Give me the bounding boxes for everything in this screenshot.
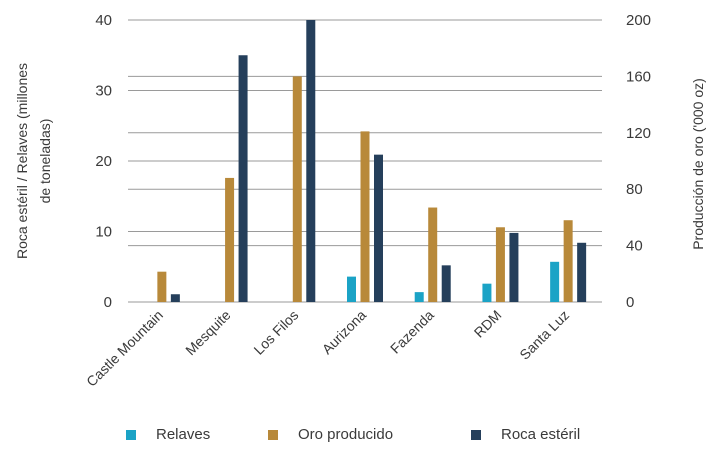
bar-roca-est-ril xyxy=(374,154,383,302)
y-left-tick-label: 10 xyxy=(95,224,112,241)
x-category-label: RDM xyxy=(471,307,505,341)
y-right-tick-label: 0 xyxy=(626,294,634,311)
bar-chart: 0 10 20 30 40 0 40 80 120 160 200 Castle Mountain Me… xyxy=(14,12,706,390)
bar-roca-est-ril xyxy=(170,294,180,302)
bar-roca-est-ril xyxy=(577,242,587,302)
legend-item-oro-producido: Oro producido xyxy=(268,426,393,443)
x-category-label: Aurizona xyxy=(319,307,370,358)
bar-roca-est-ril xyxy=(306,20,316,302)
x-category-label: Mesquite xyxy=(182,307,234,359)
bar-oro-producido xyxy=(360,131,370,302)
legend-swatch-roca-esteril xyxy=(471,429,481,440)
y-left-tick-label: 30 xyxy=(95,83,112,100)
bar-relaves xyxy=(550,261,560,302)
y-right-tick-label: 200 xyxy=(626,12,651,29)
y-right-tick-label: 80 xyxy=(626,181,643,198)
x-category-label: Santa Luz xyxy=(516,307,572,363)
legend-label-oro-producido: Oro producido xyxy=(298,426,394,443)
y-right-tick-label: 40 xyxy=(626,238,643,255)
bar-oro-producido xyxy=(157,271,167,302)
y-left-tick-label: 40 xyxy=(95,12,112,29)
y-right-tick-label: 120 xyxy=(626,125,651,142)
bar-oro-producido xyxy=(225,177,235,302)
bar-relaves xyxy=(414,292,424,302)
legend-swatch-relaves xyxy=(126,429,136,440)
legend-label-roca-esteril: Roca estéril xyxy=(501,426,581,443)
chart-legend: Relaves Oro producido Roca estéril xyxy=(0,426,717,446)
x-category-label: Fazenda xyxy=(387,307,437,357)
y-left-tick-label: 0 xyxy=(104,294,112,311)
bar-relaves xyxy=(482,283,492,302)
y-left-tick-label: 20 xyxy=(95,153,112,170)
y-right-tick-label: 160 xyxy=(626,68,651,85)
bar-roca-est-ril xyxy=(441,265,451,302)
y-left-axis-title: de toneladas) xyxy=(37,119,53,204)
x-category-label: Los Filos xyxy=(250,307,301,358)
y-left-axis-title: Roca estéril / Relaves (millones xyxy=(14,63,30,259)
bar-oro-producido xyxy=(563,220,573,302)
legend-item-roca-esteril: Roca estéril xyxy=(471,426,580,443)
bar-relaves xyxy=(347,276,356,302)
y-right-axis-title: Producción de oro ('000 oz) xyxy=(690,78,706,250)
legend-swatch-oro-producido xyxy=(268,429,278,440)
bar-roca-est-ril xyxy=(238,55,248,302)
legend-item-relaves: Relaves xyxy=(126,426,210,443)
bar-roca-est-ril xyxy=(509,232,519,302)
x-category-label: Castle Mountain xyxy=(83,307,166,390)
bar-oro-producido xyxy=(495,227,505,302)
legend-label-relaves: Relaves xyxy=(156,426,211,443)
bar-oro-producido xyxy=(292,76,302,303)
bar-oro-producido xyxy=(428,207,438,302)
